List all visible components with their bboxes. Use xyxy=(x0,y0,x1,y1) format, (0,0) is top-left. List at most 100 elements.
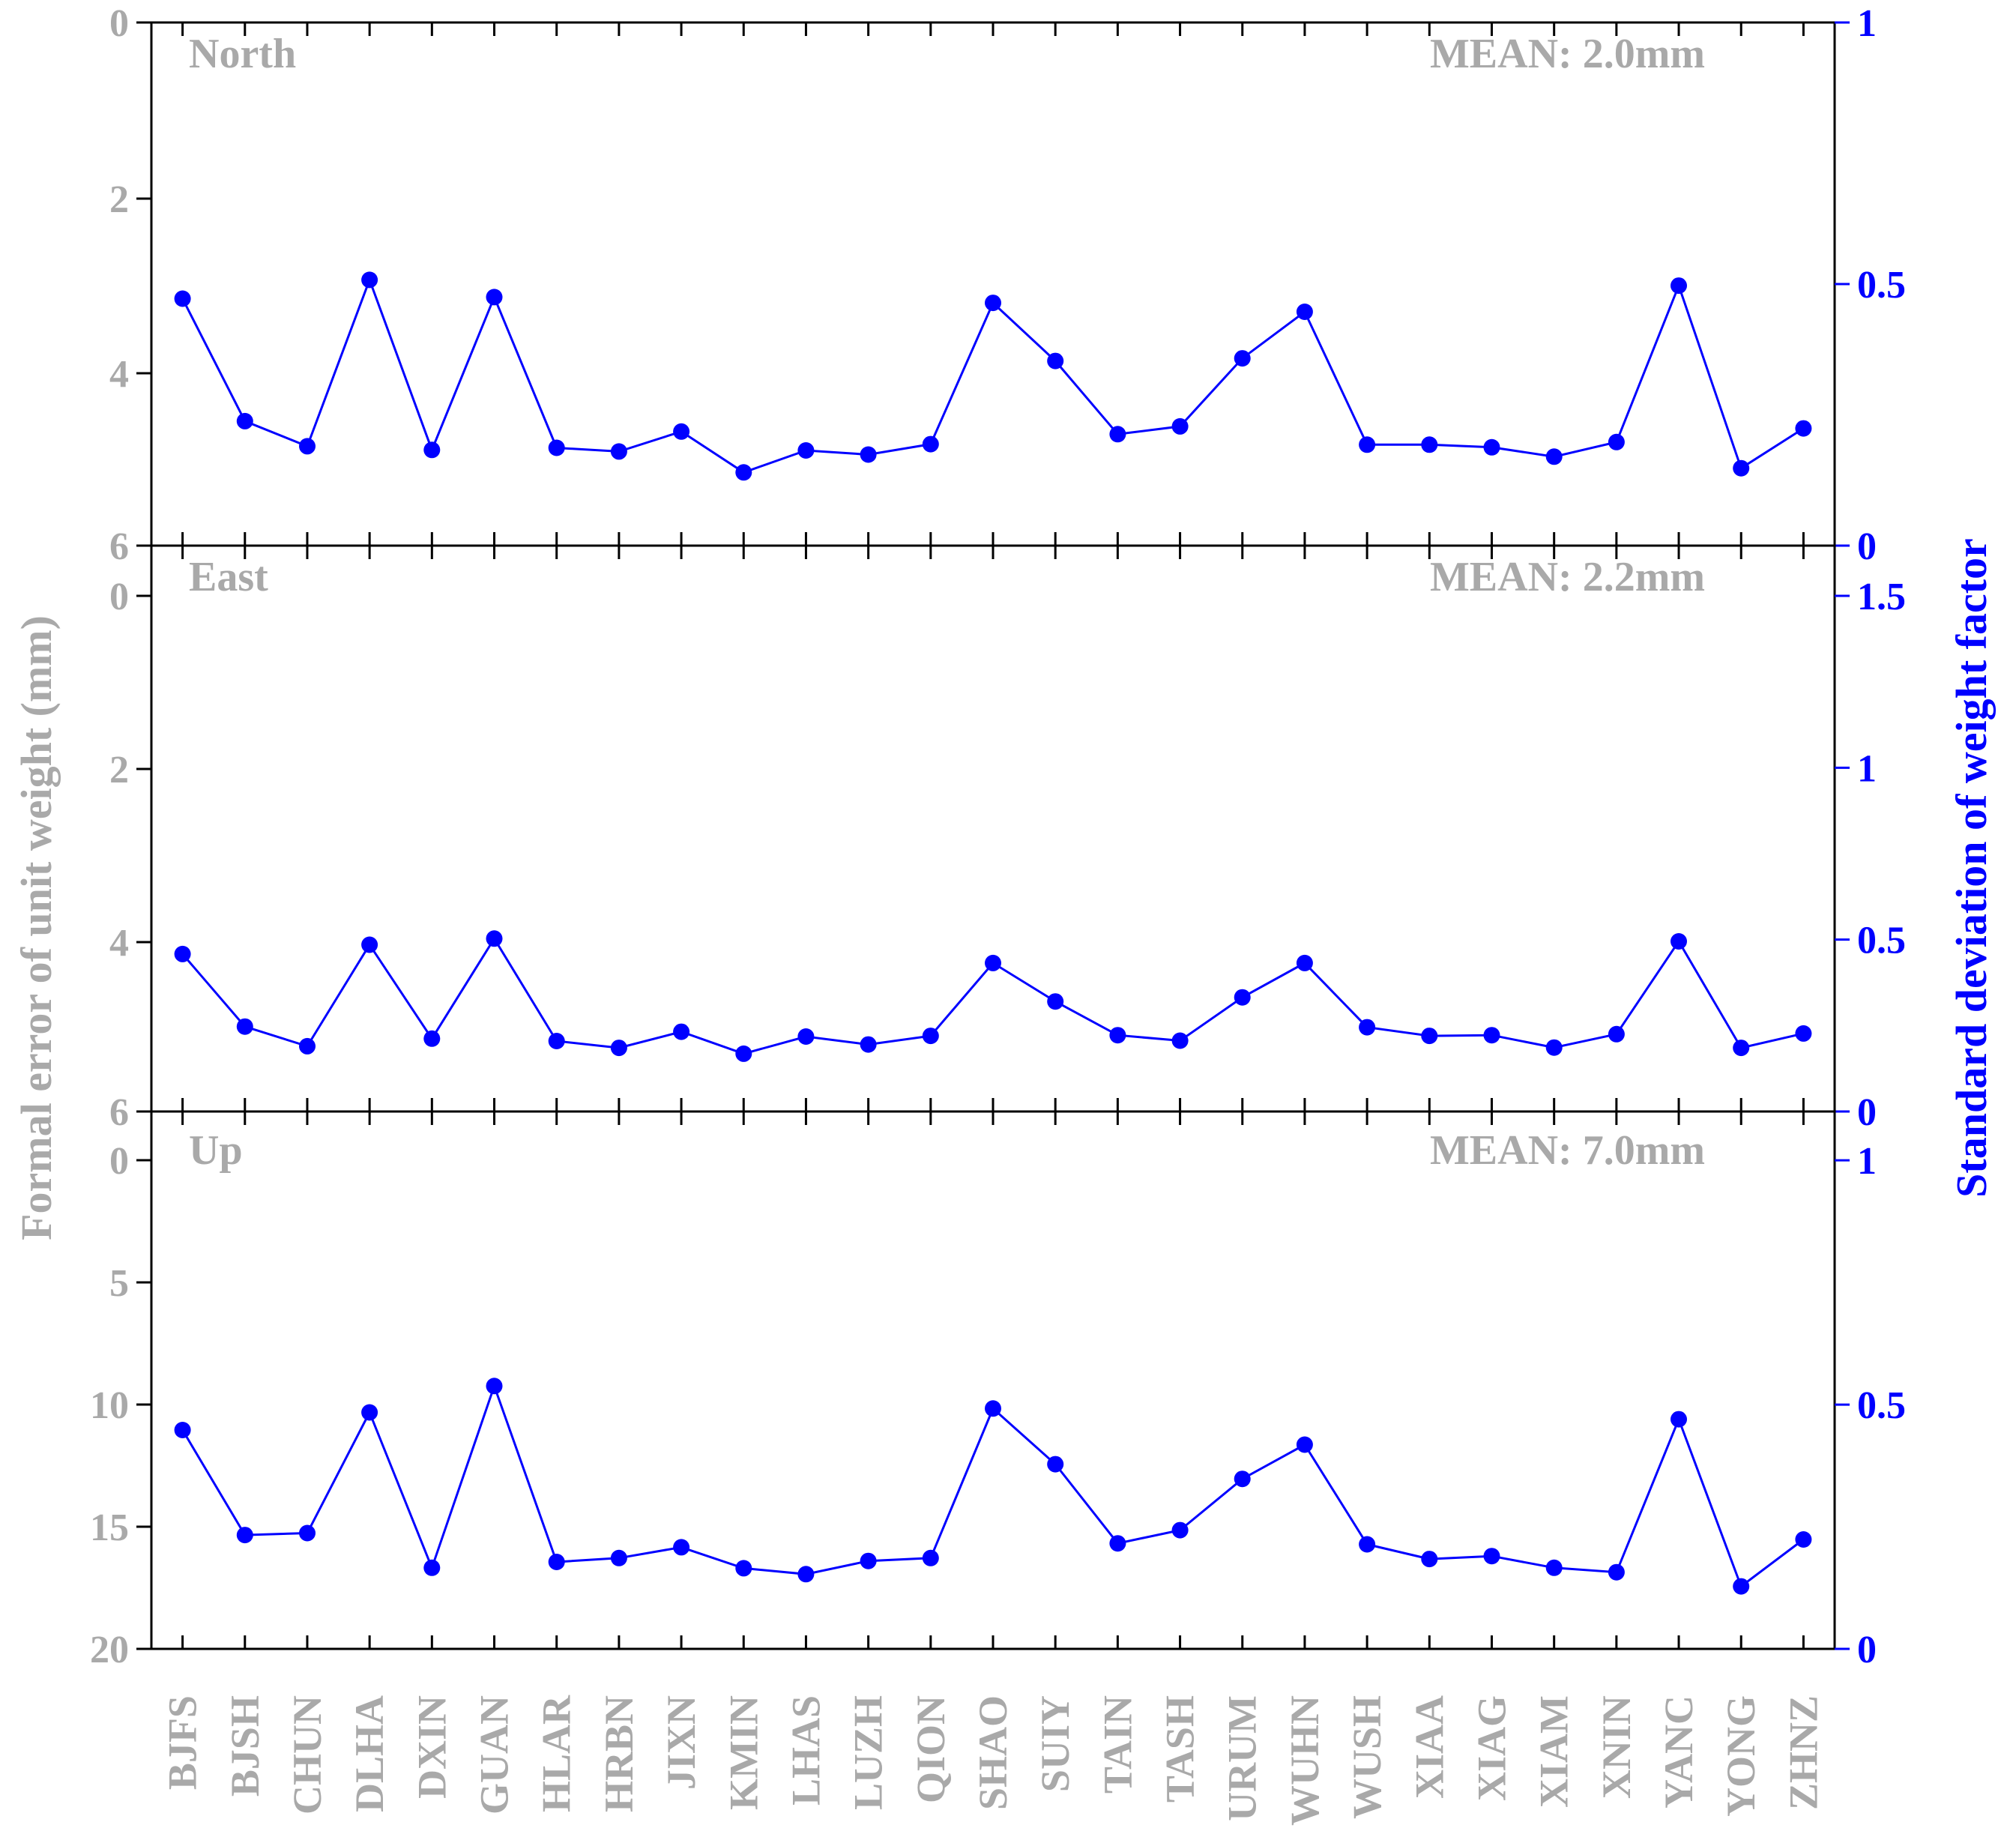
point-east-XIAM xyxy=(1545,1039,1563,1056)
point-east-LHAS xyxy=(797,1028,815,1045)
point-east-WUSH xyxy=(1359,1019,1376,1036)
point-north-CHUN xyxy=(299,438,316,455)
panel-mean-label: MEAN: 7.0mm xyxy=(1430,1127,1705,1174)
point-east-BJFS xyxy=(174,945,191,962)
right-tick-label: 0 xyxy=(1857,1091,1877,1134)
point-north-DLHA xyxy=(361,271,378,289)
point-east-LUZH xyxy=(860,1036,877,1053)
point-up-SUIY xyxy=(1047,1456,1064,1473)
point-east-DLHA xyxy=(361,936,378,953)
x-label-TASH: TASH xyxy=(1158,1695,1203,1803)
point-up-WUHN xyxy=(1296,1436,1313,1453)
right-tick-label: 1 xyxy=(1857,2,1877,45)
x-label-YONG: YONG xyxy=(1718,1695,1763,1817)
left-tick-label: 20 xyxy=(90,1629,129,1671)
point-up-URUM xyxy=(1234,1471,1251,1488)
point-east-SHAO xyxy=(985,954,1001,971)
x-label-DXIN: DXIN xyxy=(409,1695,454,1799)
point-north-XIAA xyxy=(1421,436,1438,453)
point-north-BJSH xyxy=(236,412,253,429)
left-tick-label: 0 xyxy=(109,2,129,45)
point-east-BJSH xyxy=(236,1018,253,1035)
point-east-XIAG xyxy=(1483,1027,1500,1044)
x-label-XIAM: XIAM xyxy=(1532,1695,1577,1808)
right-tick-label: 1.5 xyxy=(1857,576,1906,618)
point-north-TAIN xyxy=(1109,426,1126,443)
panel-title: North xyxy=(189,31,296,77)
point-north-SUIY xyxy=(1047,352,1064,369)
right-tick-label: 0 xyxy=(1857,525,1877,568)
point-east-YONG xyxy=(1733,1040,1750,1057)
point-east-HLAR xyxy=(548,1033,565,1049)
point-north-HRBN xyxy=(610,443,627,460)
left-tick-label: 0 xyxy=(109,1140,129,1183)
x-label-XIAG: XIAG xyxy=(1470,1695,1515,1801)
x-label-URUM: URUM xyxy=(1220,1695,1265,1821)
panel-mean-label: MEAN: 2.2mm xyxy=(1430,554,1705,600)
point-north-KMIN xyxy=(735,464,752,481)
point-east-KMIN xyxy=(735,1045,752,1062)
point-up-TAIN xyxy=(1109,1535,1126,1552)
point-north-XIAM xyxy=(1545,448,1563,465)
right-tick-label: 0 xyxy=(1857,1629,1877,1671)
point-up-YONG xyxy=(1733,1578,1750,1595)
x-label-GUAN: GUAN xyxy=(472,1695,517,1815)
x-label-HRBN: HRBN xyxy=(597,1695,642,1812)
left-tick-label: 6 xyxy=(109,1091,129,1134)
panel-frame xyxy=(150,544,1836,1113)
point-east-ZHNZ xyxy=(1795,1025,1812,1042)
x-label-BJFS: BJFS xyxy=(160,1695,205,1790)
point-up-KMIN xyxy=(735,1560,752,1577)
x-label-BJSH: BJSH xyxy=(223,1695,268,1797)
panel-north: 0 2 4 6 0 0.5 1 North MEAN: 2.0mm xyxy=(109,2,1906,568)
point-east-XIAA xyxy=(1421,1028,1438,1045)
point-east-QION xyxy=(922,1028,939,1045)
x-label-JIXN: JIXN xyxy=(659,1695,704,1790)
point-north-YONG xyxy=(1733,459,1750,477)
point-north-LHAS xyxy=(797,442,815,459)
point-up-HLAR xyxy=(548,1554,565,1570)
point-north-XNIN xyxy=(1608,433,1625,450)
x-label-SHAO: SHAO xyxy=(971,1695,1015,1810)
x-label-WUSH: WUSH xyxy=(1344,1695,1389,1819)
left-tick-label: 2 xyxy=(109,749,129,791)
y-axis-label-left: Formal error of unit weight (mm) xyxy=(12,615,61,1240)
point-north-URUM xyxy=(1234,350,1251,367)
x-axis-category-labels: BJFS BJSH CHUN DLHA DXIN GUAN HLAR HRBN JIXN KMIN… xyxy=(160,1695,1826,1826)
point-north-WUHN xyxy=(1296,304,1313,320)
panel-title: Up xyxy=(189,1127,243,1174)
panel-up: 0 5 10 15 20 0 0.5 1 Up MEAN: 7.0mm xyxy=(90,1110,1906,1671)
point-up-ZHNZ xyxy=(1795,1531,1812,1548)
point-north-GUAN xyxy=(486,289,503,306)
panel-east: 0 2 4 6 0 0.5 1 1.5 East MEAN: 2.2mm xyxy=(109,544,1906,1134)
point-up-DLHA xyxy=(361,1404,378,1421)
panel-frame xyxy=(150,1110,1836,1650)
point-east-WUHN xyxy=(1296,954,1313,971)
point-up-CHUN xyxy=(299,1524,316,1542)
left-tick-label: 15 xyxy=(90,1506,129,1549)
point-east-HRBN xyxy=(610,1040,627,1057)
x-label-YANC: YANC xyxy=(1656,1695,1701,1809)
right-tick-label: 0.5 xyxy=(1857,1384,1906,1427)
point-up-YANC xyxy=(1671,1411,1687,1428)
panel-frame xyxy=(150,21,1836,547)
x-label-SUIY: SUIY xyxy=(1033,1695,1078,1792)
point-up-JIXN xyxy=(673,1539,690,1556)
point-north-QION xyxy=(922,435,939,453)
x-label-XIAA: XIAA xyxy=(1407,1695,1452,1799)
x-label-DLHA: DLHA xyxy=(347,1695,392,1812)
point-up-XIAG xyxy=(1483,1548,1500,1565)
right-tick-label: 0.5 xyxy=(1857,920,1906,962)
point-east-TAIN xyxy=(1109,1027,1126,1044)
x-label-QION: QION xyxy=(908,1695,953,1803)
point-north-LUZH xyxy=(860,446,877,463)
point-up-BJFS xyxy=(174,1422,191,1438)
left-tick-label: 10 xyxy=(90,1384,129,1427)
panel-mean-label: MEAN: 2.0mm xyxy=(1430,31,1705,77)
point-east-CHUN xyxy=(299,1037,316,1055)
point-up-WUSH xyxy=(1359,1536,1376,1553)
point-east-URUM xyxy=(1234,989,1251,1006)
point-north-BJFS xyxy=(174,290,191,307)
point-up-TASH xyxy=(1171,1521,1189,1539)
